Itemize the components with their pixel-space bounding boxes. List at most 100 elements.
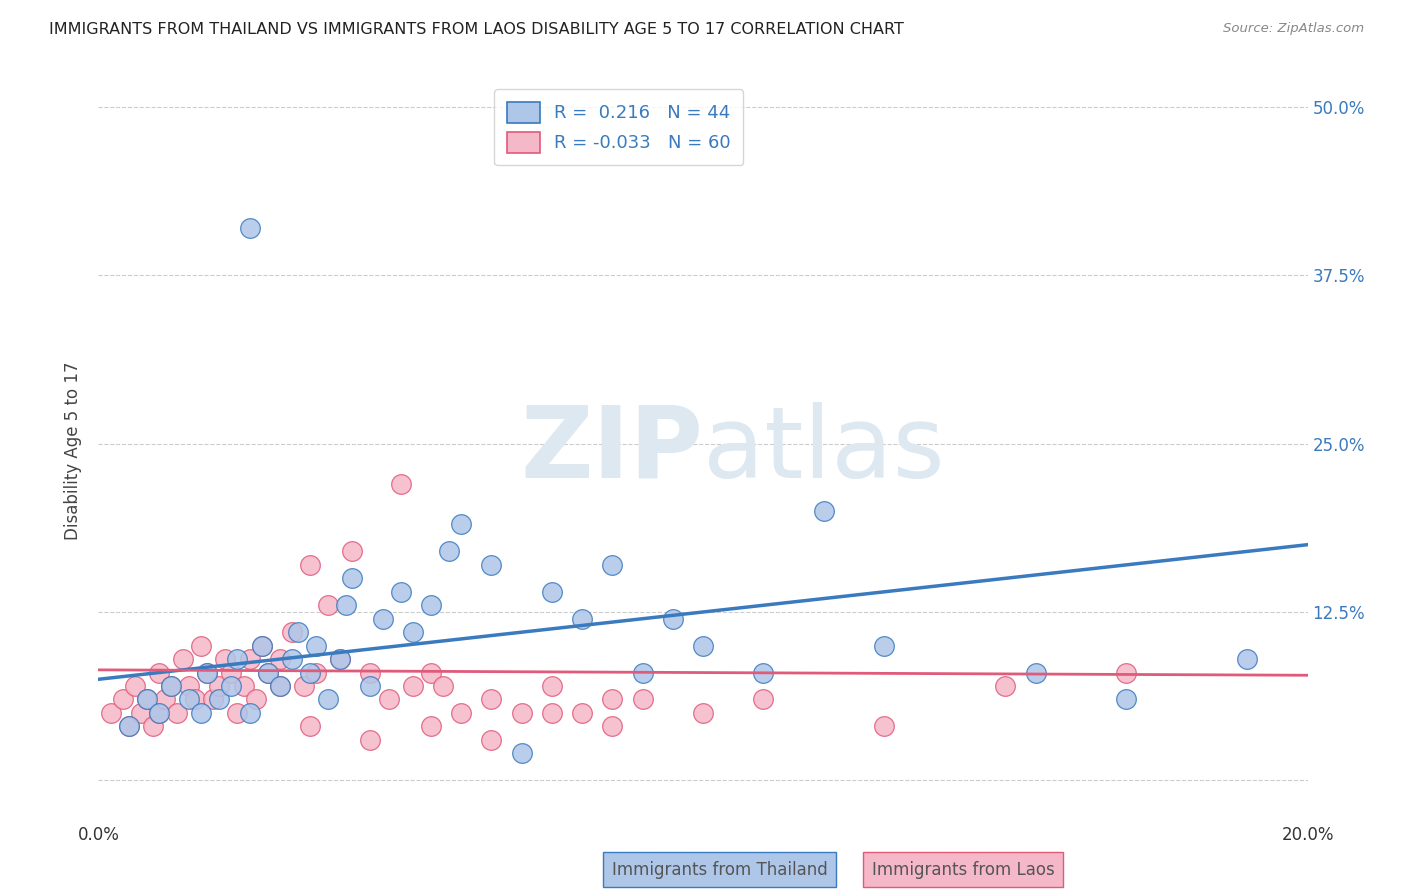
Point [232,679,254,693]
Point [432,679,454,693]
Point [148,706,170,720]
Point [250,639,273,653]
Point [631,692,654,706]
Point [118,719,141,733]
Point [160,679,183,693]
Point [153,692,176,706]
Point [450,706,472,720]
Point [540,584,562,599]
Point [256,665,278,680]
Point [510,706,533,720]
Point [142,719,165,733]
Point [305,639,328,653]
Point [239,652,262,666]
Point [281,625,304,640]
Point [1115,665,1137,680]
Point [360,679,382,693]
Point [540,679,562,693]
Point [281,652,304,666]
Point [269,679,291,693]
Text: Immigrants from Laos: Immigrants from Laos [872,861,1054,879]
Point [135,692,157,706]
Point [221,679,243,693]
Text: ZIP: ZIP [520,402,703,499]
Point [420,665,443,680]
Point [389,584,412,599]
Point [239,706,262,720]
Point [190,706,212,720]
Point [299,558,322,572]
Point [214,652,236,666]
Point [111,692,134,706]
Point [402,679,425,693]
Point [148,706,170,720]
Point [813,504,835,518]
Point [329,652,352,666]
Point [166,706,188,720]
Point [450,517,472,532]
Point [190,639,212,653]
Point [752,692,775,706]
Point [202,692,225,706]
Point [402,625,425,640]
Point [661,612,683,626]
Point [195,665,218,680]
Point [1236,652,1258,666]
Point [571,612,593,626]
Point [602,719,624,733]
Point [316,599,339,613]
Point [118,719,141,733]
Point [184,692,207,706]
Text: Source: ZipAtlas.com: Source: ZipAtlas.com [1223,22,1364,36]
Point [195,665,218,680]
Point [299,719,322,733]
Point [148,665,170,680]
Point [692,639,714,653]
Point [377,692,399,706]
Point [135,692,157,706]
Point [100,706,122,720]
Point [360,665,382,680]
Point [437,544,460,558]
Point [1115,692,1137,706]
Point [250,639,273,653]
Point [179,692,201,706]
Point [256,665,278,680]
Point [342,544,364,558]
Text: Immigrants from Thailand: Immigrants from Thailand [612,861,827,879]
Point [342,571,364,585]
Point [389,477,412,491]
Point [602,692,624,706]
Point [226,706,249,720]
Point [420,719,443,733]
Point [221,665,243,680]
Point [692,706,714,720]
Point [316,692,339,706]
Point [994,679,1017,693]
Legend: R =  0.216   N = 44, R = -0.033   N = 60: R = 0.216 N = 44, R = -0.033 N = 60 [495,89,744,165]
Point [631,665,654,680]
Point [292,679,315,693]
Point [481,692,503,706]
Point [510,747,533,761]
Point [239,221,262,235]
Point [245,692,267,706]
Point [481,558,503,572]
Point [371,612,394,626]
Point [1024,665,1046,680]
Point [269,679,291,693]
Point [360,732,382,747]
Point [873,639,896,653]
Point [287,625,309,640]
Point [160,679,183,693]
Text: IMMIGRANTS FROM THAILAND VS IMMIGRANTS FROM LAOS DISABILITY AGE 5 TO 17 CORRELAT: IMMIGRANTS FROM THAILAND VS IMMIGRANTS F… [49,22,904,37]
Point [540,706,562,720]
Point [481,732,503,747]
Point [602,558,624,572]
Point [305,665,328,680]
Point [752,665,775,680]
Point [420,599,443,613]
Point [571,706,593,720]
Point [129,706,152,720]
Point [179,679,201,693]
